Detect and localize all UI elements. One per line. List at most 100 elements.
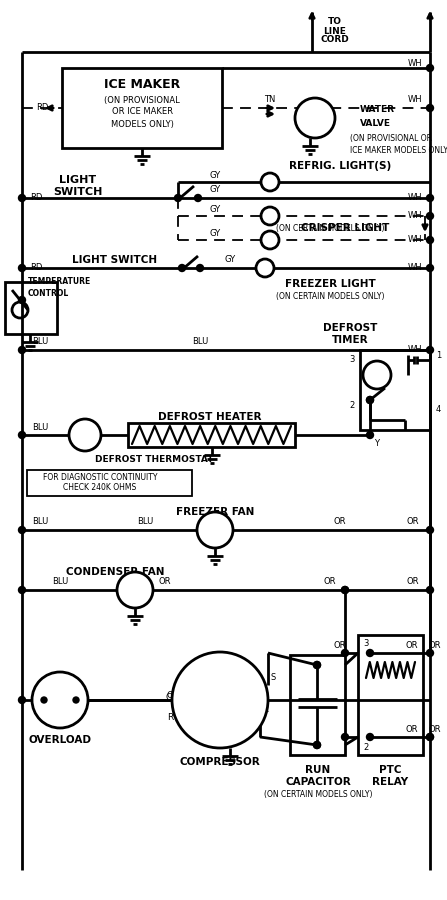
Text: (ON PROVISIONAL OR: (ON PROVISIONAL OR [350,133,432,142]
Text: GY: GY [210,205,220,214]
Circle shape [18,296,25,303]
Text: RUN: RUN [305,765,331,775]
Text: TIMER: TIMER [332,335,368,345]
Text: TO: TO [328,17,342,26]
Circle shape [363,361,391,389]
Circle shape [197,512,233,548]
Circle shape [426,65,434,71]
Text: OR: OR [406,724,418,733]
Circle shape [342,587,349,593]
Text: 3: 3 [349,356,354,364]
Text: RD: RD [30,194,42,202]
Circle shape [342,734,349,741]
Text: FREEZER FAN: FREEZER FAN [176,507,254,517]
Text: FOR DIAGNOSTIC CONTINUITY: FOR DIAGNOSTIC CONTINUITY [43,472,157,482]
Circle shape [342,587,349,593]
Text: CRISPER LIGHT: CRISPER LIGHT [301,223,389,233]
Circle shape [261,173,279,191]
Bar [5,282,57,334]
Circle shape [295,98,335,138]
Text: WH: WH [408,194,422,202]
Text: R: R [262,706,268,715]
Text: DEFROST THERMOSTAT: DEFROST THERMOSTAT [95,455,213,464]
Circle shape [342,650,349,656]
Circle shape [426,194,434,202]
Text: ICE MAKER MODELS ONLY): ICE MAKER MODELS ONLY) [350,146,447,155]
Circle shape [18,587,25,593]
Text: OR: OR [334,641,346,650]
Text: LIGHT SWITCH: LIGHT SWITCH [72,255,157,265]
Text: (ON CERTAIN MODELS ONLY): (ON CERTAIN MODELS ONLY) [276,292,384,301]
Text: VALVE: VALVE [360,120,391,129]
Text: GY: GY [210,185,220,194]
Bar [358,635,423,755]
Text: OR: OR [429,641,441,650]
Circle shape [313,662,320,669]
Circle shape [18,697,25,704]
Text: FREEZER LIGHT: FREEZER LIGHT [285,279,375,289]
Text: SWITCH: SWITCH [53,187,103,197]
Circle shape [174,194,181,202]
Circle shape [367,431,374,438]
Text: DEFROST HEATER: DEFROST HEATER [158,412,262,422]
Bar [62,68,222,148]
Text: BLU: BLU [52,578,68,587]
Circle shape [256,259,274,277]
Text: OR: OR [429,724,441,733]
Text: OR ICE MAKER: OR ICE MAKER [111,107,173,116]
Circle shape [18,526,25,534]
Text: CONDENSER FAN: CONDENSER FAN [66,567,164,577]
Circle shape [426,650,434,656]
Text: BLU: BLU [32,338,48,346]
Text: CONTROL: CONTROL [28,289,69,298]
Text: ω: ω [372,370,382,380]
Circle shape [197,265,203,272]
Text: OVERLOAD: OVERLOAD [29,735,92,745]
Circle shape [426,104,434,112]
Circle shape [426,212,434,220]
Circle shape [194,194,202,202]
Text: RD: RD [36,104,48,112]
Circle shape [313,742,320,749]
Circle shape [367,397,374,403]
Bar [290,655,345,755]
Text: WH: WH [408,346,422,355]
Circle shape [18,265,25,272]
Text: COMPRESSOR: COMPRESSOR [180,757,260,767]
Text: GY: GY [210,230,220,238]
Circle shape [18,346,25,354]
Text: LIGHT: LIGHT [59,175,97,185]
Circle shape [32,672,88,728]
Text: RELAY: RELAY [372,777,408,787]
Text: TN: TN [264,95,276,104]
Text: OR: OR [334,518,346,526]
Text: 4: 4 [436,406,441,415]
Circle shape [367,397,374,403]
Circle shape [73,697,79,703]
Text: DEFROST: DEFROST [323,323,377,333]
Text: 3: 3 [363,638,369,647]
Circle shape [426,237,434,244]
Text: 2: 2 [363,742,369,752]
Text: BLU: BLU [32,422,48,431]
Text: C: C [170,696,176,705]
Circle shape [18,194,25,202]
Text: OR: OR [407,518,419,526]
Circle shape [18,431,25,438]
Circle shape [367,650,374,656]
Circle shape [426,346,434,354]
Circle shape [313,662,320,669]
Text: OR: OR [407,578,419,587]
Text: GY: GY [210,172,220,181]
Circle shape [172,652,268,748]
Circle shape [117,572,153,608]
Text: ICE MAKER: ICE MAKER [104,77,180,91]
Text: 1: 1 [436,350,441,359]
Text: S: S [270,672,276,681]
Text: MODELS ONLY): MODELS ONLY) [110,120,173,129]
Text: WH: WH [408,264,422,273]
Circle shape [41,697,47,703]
Text: WH: WH [408,95,422,104]
Text: C: C [165,692,171,701]
Text: R: R [167,714,173,723]
